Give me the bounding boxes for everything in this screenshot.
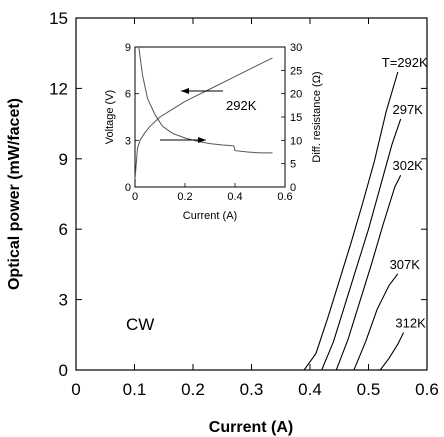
series-line-3 [339,273,399,371]
inset-x-axis-label: Current (A) [183,210,237,222]
inset-right-tick-label: 15 [290,112,302,124]
cw-annotation: CW [126,315,154,334]
main-y-tick-label: 3 [59,291,68,310]
inset-right-tick-label: 5 [290,159,296,171]
inset-right-axis-label: Diff. resistance (Ω) [311,71,323,162]
series-label-4: 312K [395,315,426,330]
inset-x-tick-label: 0 [132,191,138,203]
main-x-tick-label: 0.4 [298,380,322,399]
series-line-0 [269,71,399,371]
voltage-axis-arrow [181,88,223,94]
series-label-3: 307K [390,257,421,272]
main-x-tick-label: 0.2 [181,380,205,399]
inset-left-axis-label: Voltage (V) [104,90,116,144]
main-y-tick-label: 9 [59,150,68,169]
inset-series [134,46,273,180]
resistance-axis-arrow [160,137,206,143]
inset-right-tick-label: 25 [290,65,302,77]
inset-plot-frame [134,46,286,188]
inset-resistance-curve [138,46,273,154]
series-line-1 [304,118,402,371]
series-label-1: 297K [392,102,423,117]
main-y-tick-label: 0 [59,361,68,380]
series-line-2 [321,174,402,371]
main-series [269,71,405,371]
main-y-tick-label: 6 [59,220,68,239]
inset-right-tick-label: 0 [290,182,296,194]
inset-left-tick-label: 9 [125,42,131,54]
main-x-axis-label: Current (A) [209,419,293,436]
inset-right-tick-label: 20 [290,89,302,101]
inset-x-tick-label: 0.2 [177,191,192,203]
main-x-tick-label: 0 [71,380,80,399]
main-x-tick-label: 0.5 [357,380,381,399]
main-y-tick-label: 12 [49,79,68,98]
main-series-labels: T=292K 297K 302K 307K 312K [382,55,428,330]
main-y-axis-label: Optical power (mW/facet) [6,98,23,290]
inset-voltage-curve [134,57,273,180]
series-label-2: 302K [392,158,423,173]
inset-temperature-label: 292K [226,98,257,113]
inset-left-tick-label: 3 [125,135,131,147]
inset-x-tick-label: 0.4 [227,191,242,203]
inset-x-tick-label: 0.6 [277,191,292,203]
inset-right-tick-label: 10 [290,135,302,147]
main-x-tick-label: 0.3 [240,380,264,399]
main-y-tick-label: 15 [49,9,68,28]
series-label-0: T=292K [382,55,428,70]
inset-left-tick-label: 0 [125,182,131,194]
series-line-4 [362,332,405,371]
main-x-tick-label: 0.6 [415,380,439,399]
inset-left-tick-label: 6 [125,89,131,101]
main-x-tick-label: 0.1 [123,380,147,399]
inset-right-tick-label: 30 [290,42,302,54]
